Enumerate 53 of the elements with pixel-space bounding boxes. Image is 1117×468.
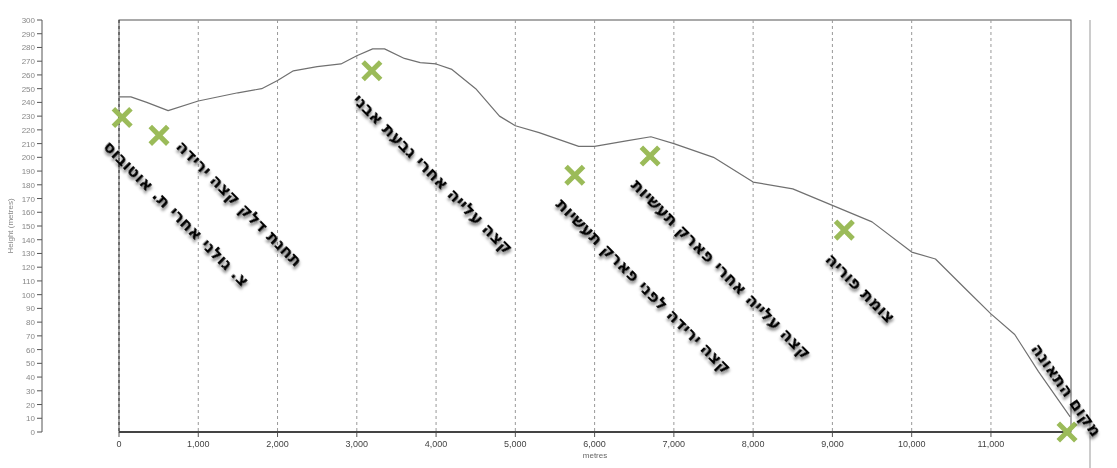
y-tick-label: 140 [21, 235, 36, 245]
y-tick-label: 220 [21, 125, 36, 135]
y-tick-label: 280 [21, 43, 36, 53]
y-tick-label: 260 [21, 70, 36, 80]
x-tick-label: 7,000 [662, 439, 686, 449]
y-tick-label: 210 [21, 139, 36, 149]
y-axis-title: Height (metres) [6, 198, 15, 254]
x-tick-label: 3,000 [345, 439, 369, 449]
y-tick-label: 70 [26, 331, 36, 341]
y-tick-label: 270 [21, 57, 36, 67]
point [640, 146, 660, 166]
y-tick-label: 120 [21, 263, 36, 273]
y-tick-label: 230 [21, 112, 36, 122]
point [112, 108, 132, 128]
y-tick-label: 290 [21, 29, 36, 39]
x-tick-label: 0 [116, 439, 122, 449]
x-tick-label: 5,000 [504, 439, 527, 449]
y-tick-label: 110 [22, 276, 36, 286]
y-tick-label: 60 [26, 345, 36, 355]
point [565, 165, 585, 185]
y-tick-label: 150 [21, 222, 36, 231]
y-tick-label: 240 [21, 98, 36, 108]
y-tick-label: 190 [21, 167, 36, 177]
y-tick-label: 10 [26, 414, 36, 424]
y-tick-label: 80 [26, 318, 36, 328]
annotation: קצה עלייה אחרי גבעת אבני [349, 89, 518, 258]
y-tick-label: 130 [21, 249, 36, 259]
x-tick-label: 11,000 [977, 439, 1005, 449]
y-tick-label: 50 [26, 359, 36, 369]
x-tick-label: 2,000 [266, 439, 289, 449]
y-tick-label: 20 [26, 400, 36, 410]
x-tick-label: 8,000 [741, 439, 765, 449]
x-tick-label: 10,000 [897, 439, 926, 449]
annotation: מקום התאונה [1027, 339, 1107, 441]
y-tick-label: 250 [21, 84, 36, 94]
annotation: צומת פוריה [821, 248, 900, 328]
y-tick-label: 160 [21, 208, 36, 218]
x-tick-label: 9,000 [821, 439, 844, 449]
y-tick-label: 90 [26, 304, 36, 314]
y-tick-label: 40 [26, 373, 36, 383]
x-tick-label: 6,000 [583, 439, 606, 449]
y-tick-label: 180 [21, 180, 36, 190]
x-tick-label: 4,000 [424, 439, 448, 449]
y-tick-label: 30 [26, 386, 36, 396]
point [362, 61, 382, 81]
x-axis-title: metres [582, 451, 608, 460]
point [834, 220, 854, 240]
x-tick-label: 1,000 [187, 439, 210, 449]
y-tick-label: 0 [30, 428, 36, 437]
y-tick-label: 170 [21, 194, 36, 204]
y-tick-label: 100 [21, 290, 36, 300]
y-tick-label: 200 [21, 153, 36, 163]
y-tick-label: 300 [21, 16, 36, 25]
